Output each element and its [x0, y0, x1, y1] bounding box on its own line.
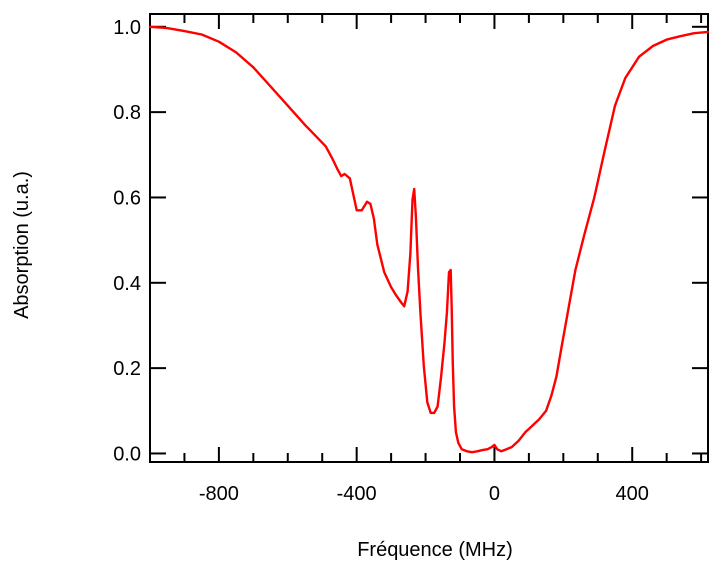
x-axis-title: Fréquence (MHz)	[357, 539, 513, 561]
absorption-series-line	[148, 25, 710, 454]
y-tick-label: 0.2	[113, 358, 141, 380]
y-tick-label: 0.8	[113, 102, 141, 124]
y-tick-label: 1.0	[113, 17, 141, 39]
tick-labels: -800 -400 0 400 0.0 0.2 0.4 0.6 0.8 1.0	[113, 17, 649, 505]
y-axis-title: Absorption (u.a.)	[11, 171, 33, 319]
y-tick-label: 0.6	[113, 187, 141, 209]
axes	[149, 13, 709, 463]
x-tick-label: -400	[337, 483, 377, 505]
plot-frame	[149, 13, 709, 463]
y-tick-label: 0.0	[113, 443, 141, 465]
y-tick-label: 0.4	[113, 273, 141, 295]
tick-marks	[149, 14, 708, 462]
series-layer	[148, 25, 710, 454]
x-tick-label: -800	[199, 483, 239, 505]
x-tick-label: 0	[489, 483, 500, 505]
x-tick-label: 400	[616, 483, 649, 505]
